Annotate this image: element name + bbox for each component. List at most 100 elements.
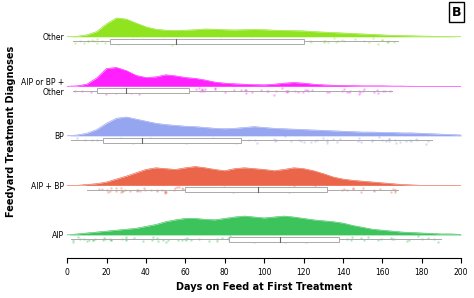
Point	[118, 188, 126, 193]
Point	[285, 187, 293, 191]
Point	[112, 186, 120, 191]
FancyBboxPatch shape	[102, 138, 240, 143]
Point	[299, 40, 307, 45]
Point	[129, 37, 137, 41]
Point	[294, 189, 302, 194]
Point	[76, 38, 83, 43]
Point	[154, 189, 161, 193]
Point	[402, 139, 410, 144]
Point	[317, 238, 324, 242]
Point	[118, 237, 126, 241]
Point	[264, 39, 272, 44]
Point	[272, 137, 280, 142]
FancyBboxPatch shape	[110, 39, 303, 44]
Point	[236, 237, 244, 241]
Point	[386, 89, 394, 93]
Point	[211, 86, 219, 91]
Point	[375, 135, 383, 139]
Point	[161, 189, 168, 194]
Point	[227, 234, 234, 239]
Point	[100, 235, 108, 240]
Point	[112, 189, 120, 194]
Point	[294, 89, 302, 94]
Point	[334, 39, 342, 44]
Point	[378, 38, 385, 42]
Point	[81, 41, 88, 46]
Point	[142, 187, 149, 192]
Point	[214, 239, 221, 243]
Point	[121, 188, 128, 193]
Point	[360, 39, 368, 44]
Point	[115, 38, 123, 43]
Point	[107, 139, 114, 143]
Point	[102, 88, 110, 93]
Point	[368, 138, 375, 143]
Point	[338, 188, 346, 193]
Point	[125, 138, 132, 143]
Point	[168, 88, 176, 93]
Point	[135, 88, 143, 93]
Point	[278, 187, 286, 192]
Point	[348, 235, 356, 240]
Point	[147, 88, 155, 93]
Point	[374, 41, 382, 46]
Point	[308, 88, 316, 92]
Point	[336, 136, 343, 141]
Point	[356, 91, 363, 96]
Point	[355, 136, 363, 141]
Point	[134, 188, 141, 193]
Point	[291, 88, 299, 93]
Point	[365, 235, 372, 239]
Point	[311, 139, 319, 144]
Point	[360, 238, 368, 242]
Point	[270, 93, 278, 97]
Point	[282, 240, 289, 244]
Point	[95, 187, 103, 192]
Point	[178, 185, 185, 190]
Point	[374, 88, 381, 93]
Point	[198, 87, 206, 91]
Point	[370, 188, 378, 193]
Point	[281, 237, 288, 242]
Point	[221, 187, 229, 192]
Point	[122, 234, 129, 239]
Point	[225, 238, 233, 242]
Point	[118, 186, 125, 191]
Point	[357, 235, 365, 240]
Point	[297, 139, 304, 144]
Point	[210, 39, 217, 44]
Point	[139, 238, 147, 243]
Point	[161, 37, 168, 42]
Point	[129, 141, 137, 145]
Point	[168, 39, 176, 44]
Point	[391, 138, 398, 143]
X-axis label: Days on Feed at First Treatment: Days on Feed at First Treatment	[176, 283, 352, 292]
Point	[128, 39, 136, 44]
Point	[273, 89, 280, 94]
Point	[171, 186, 179, 190]
Point	[321, 39, 329, 44]
Point	[89, 237, 96, 242]
Point	[291, 184, 298, 189]
Point	[344, 89, 351, 94]
Point	[171, 39, 178, 44]
Point	[414, 137, 421, 142]
Point	[101, 41, 109, 46]
Point	[300, 235, 308, 240]
Point	[191, 38, 199, 43]
Point	[163, 190, 170, 194]
Point	[168, 43, 176, 47]
Point	[295, 138, 303, 143]
Point	[122, 237, 130, 242]
Point	[96, 90, 103, 95]
Point	[201, 87, 209, 91]
Point	[340, 187, 348, 191]
Point	[340, 38, 347, 43]
Point	[387, 190, 394, 195]
Point	[422, 142, 430, 146]
Point	[403, 238, 411, 243]
Point	[178, 238, 186, 242]
Point	[165, 139, 173, 143]
Point	[107, 238, 115, 242]
Point	[203, 136, 211, 141]
